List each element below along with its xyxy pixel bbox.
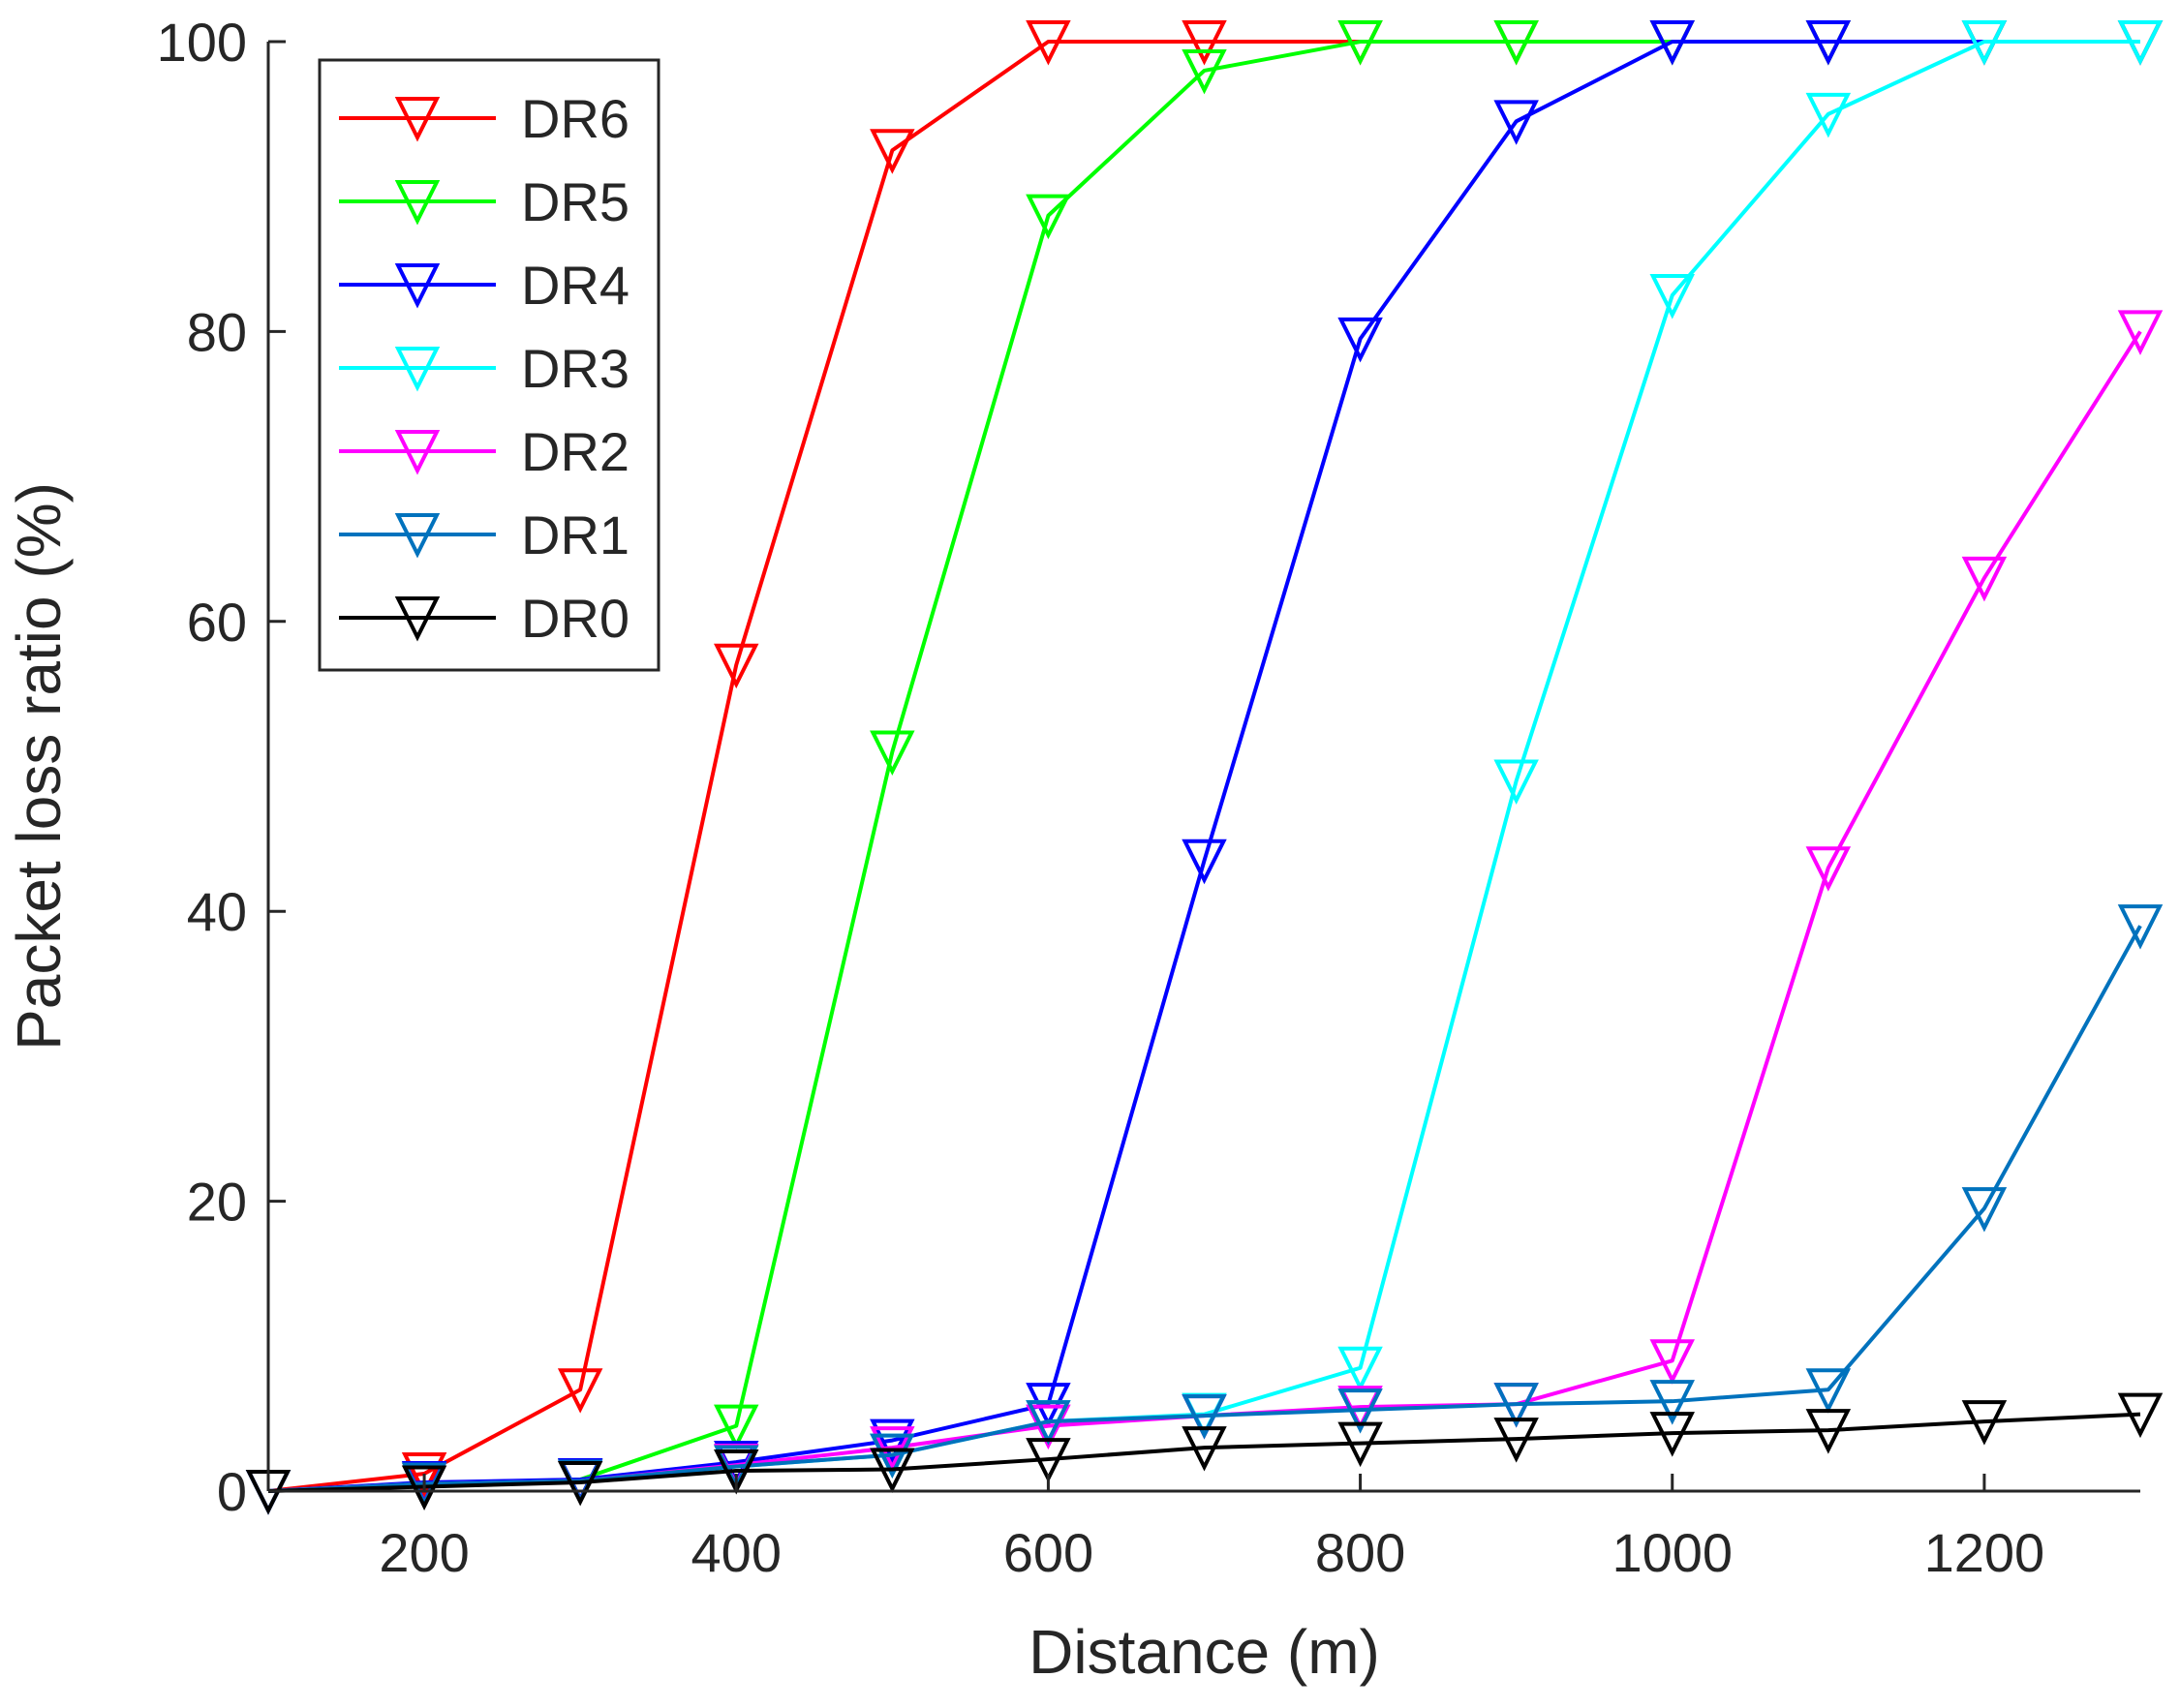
data-point: [1805, 20, 1852, 66]
data-point: [1961, 556, 2008, 602]
data-point: [1805, 1409, 1852, 1454]
legend-box: [318, 58, 660, 672]
data-point: [1961, 1400, 2008, 1446]
data-point: [714, 643, 759, 689]
data-point: [1026, 1400, 1071, 1446]
legend-label: DR0: [521, 588, 629, 649]
data-point: [557, 1368, 603, 1414]
data-point: [1649, 1380, 1695, 1425]
data-point: [1026, 194, 1071, 240]
legend-item: DR6: [339, 88, 629, 149]
data-point: [401, 1452, 447, 1498]
y-tick-label: 0: [217, 1461, 247, 1522]
legend-marker: [394, 97, 441, 142]
x-tick-label: 200: [379, 1522, 469, 1583]
legend-label: DR2: [521, 421, 629, 482]
data-point: [1182, 1426, 1227, 1472]
legend-marker: [394, 263, 441, 309]
data-point: [1337, 20, 1383, 66]
y-ticks: 0 20 40 60 80 100: [157, 12, 286, 1522]
data-point: [2117, 1392, 2164, 1439]
data-point: [1493, 1418, 1539, 1463]
x-tick-label: 800: [1315, 1522, 1405, 1583]
data-point: [1649, 20, 1695, 66]
legend-marker: [394, 430, 441, 475]
data-point: [1026, 20, 1071, 66]
data-point: [1961, 20, 2008, 66]
axes: 200 400 600 800 1000 1200 0 20 40 60 80 100: [157, 12, 2140, 1583]
data-point: [1026, 1404, 1071, 1450]
legend-marker: [394, 180, 441, 226]
data-point: [1649, 1412, 1695, 1457]
data-point: [1182, 48, 1227, 95]
data-point: [1493, 759, 1539, 805]
legend-item: DR4: [339, 255, 629, 316]
data-point: [1182, 839, 1227, 885]
y-tick-label: 100: [157, 12, 247, 73]
legend-item: DR3: [339, 338, 629, 399]
y-tick-label: 60: [187, 592, 247, 653]
data-point: [714, 1404, 759, 1450]
data-point: [2117, 904, 2164, 950]
data-point: [1337, 1388, 1383, 1434]
legend-item: DR1: [339, 504, 629, 565]
legend-label: DR3: [521, 338, 629, 399]
y-tick-label: 20: [187, 1172, 247, 1233]
data-point: [870, 1426, 915, 1472]
data-point: [870, 1433, 915, 1479]
legend-label: DR4: [521, 255, 629, 316]
data-point: [714, 1449, 759, 1495]
data-point: [2117, 310, 2164, 355]
data-point: [1026, 1438, 1071, 1483]
x-tick-label: 1000: [1612, 1522, 1733, 1583]
data-point: [1493, 100, 1539, 145]
data-point: [1805, 92, 1852, 138]
x-tick-label: 600: [1003, 1522, 1093, 1583]
series-DR1: [245, 904, 2164, 1515]
legend-marker: [394, 513, 441, 559]
y-tick-label: 40: [187, 881, 247, 942]
legend-label: DR6: [521, 88, 629, 149]
x-ticks: 200 400 600 800 1000 1200: [379, 1474, 2044, 1583]
legend: DR6 DR5 DR4 DR3 DR2 DR1 DR0: [318, 58, 660, 672]
legend-marker: [394, 347, 441, 392]
series-DR0: [245, 1392, 2164, 1515]
x-tick-label: 1200: [1924, 1522, 2045, 1583]
legend-label: DR1: [521, 504, 629, 565]
data-point: [1493, 1383, 1539, 1428]
data-point: [2117, 20, 2164, 66]
data-point: [1182, 20, 1227, 66]
data-point: [870, 1448, 915, 1494]
data-point: [1805, 1368, 1852, 1414]
legend-label: DR5: [521, 171, 629, 232]
legend-item: DR2: [339, 421, 629, 482]
data-point: [870, 129, 915, 174]
data-point: [714, 1445, 759, 1491]
x-tick-label: 400: [691, 1522, 782, 1583]
data-point: [1182, 1394, 1227, 1440]
data-point: [1026, 1383, 1071, 1428]
y-tick-label: 80: [187, 301, 247, 362]
data-point: [1337, 317, 1383, 363]
legend-item: DR0: [339, 588, 629, 649]
y-axis-label: Packet loss ratio (%): [4, 482, 74, 1051]
series-line: [267, 1412, 2141, 1493]
data-point: [1649, 1339, 1695, 1385]
data-point: [1805, 846, 1852, 892]
data-point: [557, 1461, 603, 1507]
plot-area: [245, 20, 2164, 1515]
data-point: [401, 1465, 447, 1510]
legend-marker: [394, 596, 441, 642]
data-point: [1649, 273, 1695, 320]
data-point: [870, 730, 915, 777]
data-point: [870, 1418, 915, 1465]
data-point: [1337, 1346, 1383, 1392]
x-axis-label: Distance (m): [1029, 1617, 1380, 1687]
data-point: [1493, 20, 1539, 66]
data-point: [1337, 1421, 1383, 1468]
legend-item: DR5: [339, 171, 629, 232]
data-point: [1961, 1187, 2008, 1233]
